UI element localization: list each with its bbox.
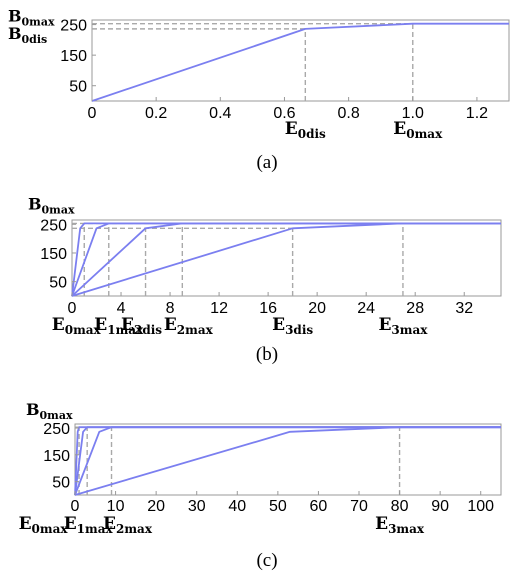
x-tick-label: 0	[68, 300, 77, 317]
curve-line	[91, 22, 509, 102]
x-annotation-label: E3max	[375, 514, 425, 536]
x-tick-label: 20	[308, 300, 326, 317]
y-tick-label: 250	[40, 217, 67, 234]
x-annotation-label: E1max	[64, 514, 114, 536]
x-annotation-label: E0max	[393, 119, 443, 141]
y-tick-label: 150	[40, 246, 67, 263]
x-tick-label: 60	[310, 498, 328, 515]
axes-frame	[71, 219, 502, 297]
x-tick-label: 0	[88, 105, 97, 122]
x-tick-label: 16	[259, 300, 277, 317]
x-annotation-label: E2max	[164, 315, 214, 337]
x-tick-label: 10	[107, 498, 125, 515]
axes-frame	[91, 19, 510, 102]
x-tick-label: 4	[117, 300, 126, 317]
y-tick-label: 150	[60, 48, 87, 65]
curve-line	[71, 222, 501, 297]
x-annotation-label: E1max	[94, 315, 144, 337]
panel-b: 0 4 8 12 16 20 24 28 3250150250B0maxE0maxE1maxE2…	[28, 194, 502, 365]
x-tick-label: 100	[467, 498, 494, 515]
curve-line	[71, 222, 501, 297]
x-annotation-label: E2dis	[121, 315, 162, 337]
curve-line	[71, 222, 501, 297]
x-tick-label: 8	[166, 300, 175, 317]
y-tick-label: 250	[60, 18, 87, 35]
curve-line	[74, 426, 501, 496]
y-annotation-label: B0max	[28, 194, 75, 216]
x-tick-label: 0.2	[145, 105, 167, 122]
x-tick-label: 1.2	[466, 105, 488, 122]
y-tick-label: 150	[43, 448, 70, 465]
panel-caption: (a)	[256, 152, 277, 173]
x-tick-label: 0.6	[273, 105, 295, 122]
panel-caption: (b)	[256, 344, 278, 365]
curve-line	[74, 426, 501, 496]
curve-line	[71, 222, 501, 297]
axes-frame	[74, 423, 502, 496]
x-tick-label: 12	[210, 300, 228, 317]
panel-caption: (c)	[256, 550, 277, 571]
x-annotation-label: E0dis	[285, 119, 326, 141]
y-tick-label: 250	[43, 421, 70, 438]
x-tick-label: 20	[147, 498, 165, 515]
curve-line	[74, 426, 501, 496]
x-tick-label: 0	[71, 498, 80, 515]
x-tick-label: 24	[357, 300, 375, 317]
y-annotation-label: B0max	[26, 400, 73, 422]
y-annotation-label: B0max	[8, 7, 55, 29]
x-tick-label: 0.8	[337, 105, 359, 122]
x-tick-label: 1.0	[402, 105, 424, 122]
y-tick-label: 50	[69, 79, 87, 96]
curve-line	[74, 426, 501, 496]
x-tick-label: 40	[228, 498, 246, 515]
x-tick-label: 28	[406, 300, 424, 317]
y-annotation-label: B0dis	[8, 24, 47, 46]
x-annotation-label: E0max	[52, 315, 102, 337]
x-tick-label: 30	[188, 498, 206, 515]
y-tick-label: 50	[49, 275, 67, 292]
y-tick-label: 50	[52, 475, 70, 492]
x-annotation-label: E3dis	[272, 315, 313, 337]
x-tick-label: 70	[350, 498, 368, 515]
x-tick-label: 50	[269, 498, 287, 515]
x-tick-label: 90	[431, 498, 449, 515]
x-tick-label: 0.4	[209, 105, 231, 122]
x-annotation-label: E3max	[378, 315, 428, 337]
x-annotation-label: E2max	[103, 514, 153, 536]
x-tick-label: 80	[391, 498, 409, 515]
x-tick-label: 32	[455, 300, 473, 317]
x-annotation-label: E0max	[19, 514, 69, 536]
